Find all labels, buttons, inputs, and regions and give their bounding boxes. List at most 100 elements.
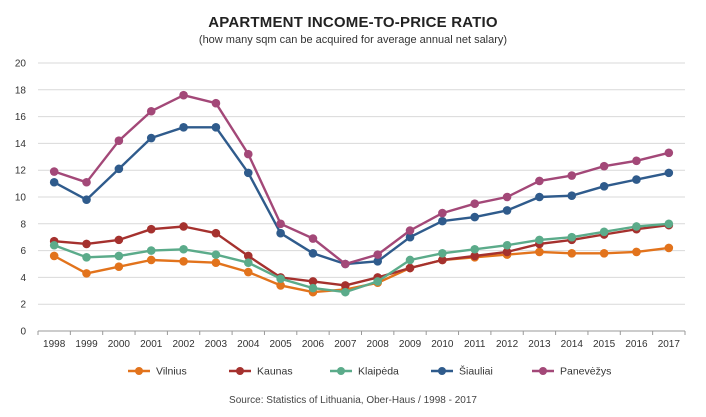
data-point (405, 226, 415, 235)
data-point (49, 251, 59, 261)
y-tick-label: 20 (15, 59, 27, 70)
legend-label: Panevėžys (560, 366, 611, 378)
legend-label: Vilnius (156, 366, 187, 378)
legend-marker (236, 367, 244, 375)
legend-label: Klaipėda (358, 366, 399, 378)
data-point (632, 222, 641, 231)
data-point (82, 252, 91, 262)
data-point (405, 255, 415, 265)
data-point (276, 228, 285, 238)
x-tick-label: 2000 (108, 339, 131, 350)
x-tick-label: 2016 (625, 339, 648, 350)
data-point (243, 258, 253, 267)
data-point (211, 258, 221, 267)
legend-marker (337, 367, 345, 375)
y-tick-label: 2 (20, 300, 26, 311)
series-group (49, 219, 674, 297)
x-tick-label: 2017 (658, 339, 681, 350)
x-tick-label: 2003 (205, 339, 228, 350)
x-tick-label: 2008 (367, 339, 390, 350)
series-line (53, 246, 670, 294)
data-point (567, 171, 577, 180)
data-point (114, 136, 124, 146)
y-tick-label: 10 (15, 193, 27, 204)
legend-item: Panevėžys (532, 366, 611, 378)
y-tick-label: 16 (15, 112, 27, 123)
data-point (146, 224, 156, 234)
data-point (470, 212, 480, 222)
legend-marker (539, 367, 547, 375)
series-line (53, 222, 670, 294)
x-tick-label: 2014 (561, 339, 584, 350)
x-tick-label: 2007 (334, 339, 357, 350)
legend-item: Klaipėda (330, 366, 399, 378)
data-point (632, 247, 641, 257)
data-point (179, 90, 188, 100)
x-tick-label: 2004 (237, 339, 260, 350)
data-point (567, 248, 577, 258)
data-point (211, 250, 221, 259)
data-point (599, 227, 609, 237)
data-point (82, 195, 91, 204)
x-tick-label: 2006 (302, 339, 325, 350)
data-point (308, 277, 318, 286)
data-point (599, 181, 609, 191)
data-point (114, 262, 124, 271)
data-point (470, 244, 480, 254)
data-point (438, 255, 447, 265)
data-point (535, 176, 544, 186)
data-point (146, 133, 156, 143)
data-point (567, 232, 577, 242)
data-point (146, 106, 156, 116)
data-point (535, 192, 544, 202)
y-tick-label: 4 (20, 273, 26, 284)
y-tick-label: 0 (20, 327, 26, 338)
data-point (664, 219, 674, 229)
data-point (502, 240, 512, 250)
data-point (535, 247, 544, 257)
data-point (49, 167, 59, 176)
data-point (179, 222, 188, 231)
data-point (179, 244, 188, 254)
data-point (49, 177, 59, 187)
data-point (502, 206, 512, 215)
data-point (114, 251, 124, 261)
x-tick-label: 2002 (172, 339, 195, 350)
data-point (211, 98, 221, 108)
data-point (599, 248, 609, 258)
y-tick-label: 12 (15, 166, 27, 177)
data-point (599, 161, 609, 171)
data-point (567, 191, 577, 200)
data-point (243, 149, 253, 159)
x-tick-label: 2009 (399, 339, 422, 350)
series-group (49, 123, 674, 269)
legend-item: Vilnius (128, 366, 187, 378)
data-point (341, 281, 350, 290)
legend-item: Šiauliai (431, 365, 493, 378)
legend-item: Kaunas (229, 366, 293, 378)
y-tick-label: 18 (15, 85, 27, 96)
data-point (49, 240, 59, 250)
data-point (341, 259, 350, 269)
legend-label: Šiauliai (459, 365, 493, 378)
legend-marker (135, 367, 143, 375)
series-line (53, 126, 670, 266)
data-point (308, 234, 318, 243)
legend-marker (438, 367, 446, 375)
data-point (276, 281, 285, 290)
y-tick-label: 8 (20, 219, 26, 230)
data-point (211, 123, 221, 132)
data-point (664, 243, 674, 253)
data-point (373, 277, 382, 286)
data-point (179, 123, 188, 132)
chart-title: APARTMENT INCOME-TO-PRICE RATIO (208, 14, 498, 31)
series-group (49, 90, 674, 269)
data-point (438, 208, 447, 218)
data-point (664, 168, 674, 178)
data-point (373, 250, 382, 259)
data-point (373, 257, 382, 266)
data-point (146, 246, 156, 255)
data-point (308, 283, 318, 293)
